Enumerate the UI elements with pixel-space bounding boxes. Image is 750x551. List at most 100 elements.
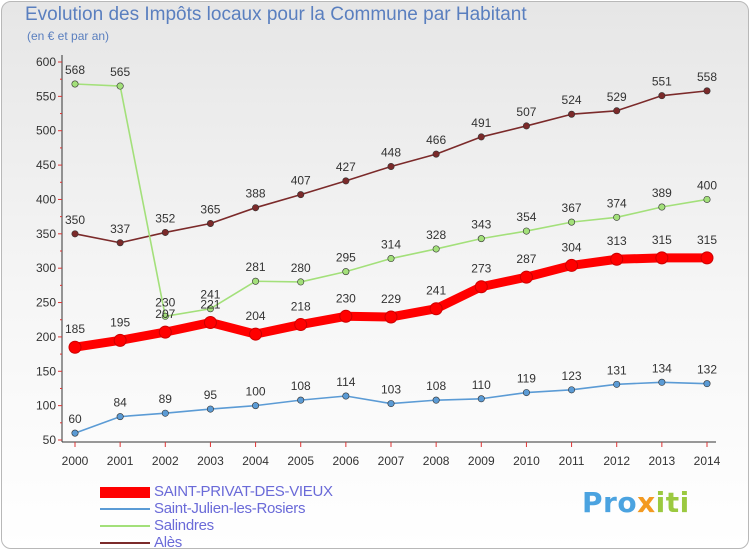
y-tick-label: 50	[43, 433, 57, 447]
legend-swatch	[100, 508, 150, 510]
data-point	[297, 278, 305, 286]
data-point	[116, 82, 124, 90]
data-point	[613, 107, 621, 115]
data-label: 230	[336, 291, 356, 305]
data-point	[161, 312, 169, 320]
data-label: 280	[291, 261, 311, 275]
data-point	[387, 255, 395, 263]
data-label: 281	[246, 260, 266, 274]
data-point	[432, 150, 440, 158]
data-point	[203, 315, 217, 329]
data-label: 565	[110, 65, 130, 79]
legend-label: SAINT-PRIVAT-DES-VIEUX	[154, 483, 333, 500]
data-label: 119	[517, 372, 536, 386]
data-label: 207	[155, 307, 175, 321]
data-point	[477, 133, 485, 141]
y-tick-label: 450	[36, 158, 56, 172]
chart-title: Evolution des Impôts locaux pour la Comm…	[25, 4, 527, 25]
data-label: 374	[607, 196, 627, 210]
data-label: 407	[291, 174, 311, 188]
data-point	[384, 310, 398, 324]
data-point	[71, 230, 79, 238]
data-label: 328	[426, 228, 446, 242]
y-tick-label: 500	[36, 124, 56, 138]
data-label: 204	[246, 309, 266, 323]
y-tick-label: 250	[36, 296, 56, 310]
data-label: 131	[607, 363, 627, 377]
data-point	[658, 92, 666, 100]
data-label: 337	[110, 222, 130, 236]
data-label: 524	[562, 93, 582, 107]
data-label: 389	[652, 186, 672, 200]
y-tick-label: 550	[36, 89, 56, 103]
data-label: 241	[200, 288, 220, 302]
x-tick-label: 2010	[513, 454, 540, 468]
data-point	[161, 228, 169, 236]
data-label: 529	[607, 90, 627, 104]
data-label: 114	[336, 375, 355, 389]
data-point	[68, 340, 82, 354]
data-point	[206, 305, 214, 313]
data-point	[610, 252, 624, 266]
x-tick-label: 2013	[649, 454, 676, 468]
data-point	[249, 327, 263, 341]
legend-label: Alès	[154, 534, 182, 551]
data-label: 185	[65, 322, 85, 336]
data-point	[252, 204, 260, 212]
data-point	[297, 396, 305, 404]
x-tick-label: 2002	[152, 454, 179, 468]
data-label: 95	[204, 388, 218, 402]
data-point	[339, 309, 353, 323]
data-point	[387, 400, 395, 408]
data-label: 354	[516, 210, 536, 224]
data-label: 100	[246, 385, 266, 399]
data-point	[113, 333, 127, 347]
legend-swatch	[100, 525, 150, 527]
x-tick-label: 2007	[378, 454, 405, 468]
data-label: 343	[471, 218, 491, 232]
data-label: 60	[68, 412, 82, 426]
legend-label: Salindres	[154, 517, 214, 534]
data-label: 400	[697, 178, 717, 192]
data-point	[432, 245, 440, 253]
data-point	[71, 429, 79, 437]
data-label: 103	[381, 383, 401, 397]
data-label: 365	[200, 203, 220, 217]
data-label: 84	[113, 396, 127, 410]
data-point	[116, 413, 124, 421]
x-tick-label: 2014	[694, 454, 721, 468]
data-label: 558	[697, 70, 717, 84]
data-label: 221	[200, 297, 220, 311]
data-label: 218	[291, 300, 311, 314]
legend-label: Saint-Julien-les-Rosiers	[154, 500, 306, 517]
data-label: 507	[516, 105, 536, 119]
data-point	[387, 162, 395, 170]
data-point	[613, 380, 621, 388]
data-label: 388	[246, 187, 266, 201]
data-point	[703, 195, 711, 203]
data-point	[158, 325, 172, 339]
data-label: 241	[426, 284, 446, 298]
data-label: 108	[291, 379, 311, 393]
data-label: 315	[652, 233, 672, 247]
x-tick-label: 2001	[107, 454, 134, 468]
data-point	[474, 280, 488, 294]
data-label: 314	[381, 238, 401, 252]
data-point	[519, 270, 533, 284]
data-point	[252, 402, 260, 410]
y-tick-label: 400	[36, 192, 56, 206]
data-point	[71, 80, 79, 88]
x-tick-label: 2008	[423, 454, 450, 468]
x-tick-label: 2009	[468, 454, 495, 468]
x-tick-label: 2003	[197, 454, 224, 468]
x-tick-label: 2011	[559, 454, 585, 468]
data-point	[161, 409, 169, 417]
data-point	[342, 392, 350, 400]
data-point	[342, 177, 350, 185]
x-tick-label: 2006	[333, 454, 360, 468]
y-tick-label: 200	[36, 330, 56, 344]
data-point	[568, 110, 576, 118]
data-point	[294, 318, 308, 332]
data-point	[655, 251, 669, 265]
